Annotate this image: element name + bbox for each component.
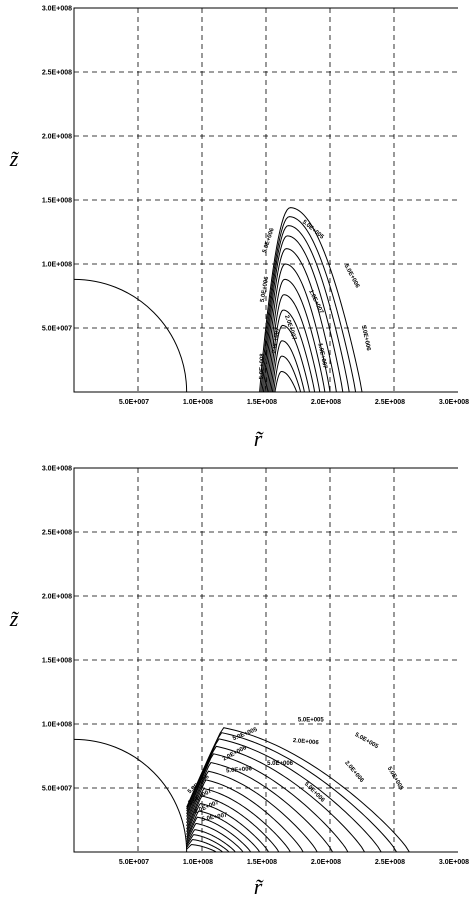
contour-line bbox=[270, 324, 311, 393]
y-tick-label: 5.0E+007 bbox=[42, 326, 72, 333]
contour-label: 5.0E+005 bbox=[386, 766, 404, 792]
contour-line bbox=[186, 732, 397, 853]
contour-line bbox=[186, 802, 269, 853]
contour-line bbox=[186, 834, 230, 853]
contour-line bbox=[262, 235, 344, 393]
x-tick-label: 1.0E+008 bbox=[183, 859, 213, 866]
central-body-boundary bbox=[73, 738, 188, 853]
chart-panel-2: 5.0E+007 1.0E+008 1.5E+008 2.0E+008 2.5E+008… bbox=[9, 466, 469, 900]
contour-line bbox=[186, 761, 333, 853]
x-tick-label: 3.0E+008 bbox=[439, 399, 469, 406]
contour-label: 5.0E+006 bbox=[260, 276, 271, 303]
contour-label: 5.0E+006 bbox=[343, 264, 361, 290]
contour-label: 5.0E+007 bbox=[201, 812, 228, 823]
contour-line bbox=[186, 822, 244, 853]
contour-line bbox=[266, 278, 326, 393]
contour-label: 1.0E+007 bbox=[316, 343, 327, 370]
y-tick-label: 2.0E+008 bbox=[42, 594, 72, 601]
x-tick-label: 2.5E+008 bbox=[375, 859, 405, 866]
contour-line bbox=[265, 263, 331, 393]
contour-label: 5.0E+005 bbox=[232, 727, 259, 742]
contour-line bbox=[274, 371, 298, 393]
contour-label: 1.0E+007 bbox=[307, 289, 324, 315]
contour-line bbox=[186, 816, 252, 853]
contour-label: 5.0E+006 bbox=[267, 761, 294, 767]
y-tick-label: 1.0E+008 bbox=[42, 722, 72, 729]
x-tick-label: 1.5E+008 bbox=[247, 399, 277, 406]
y-tick-label: 2.5E+008 bbox=[42, 70, 72, 77]
contour-line bbox=[273, 355, 302, 393]
chart-panel-1: 5.0E+007 1.0E+008 1.5E+008 2.0E+008 2.5E+008… bbox=[9, 6, 469, 452]
contour-line bbox=[264, 248, 337, 393]
contour-line bbox=[269, 309, 316, 393]
contour-line bbox=[186, 795, 280, 853]
x-tick-label: 3.0E+008 bbox=[439, 859, 469, 866]
x-tick-label: 5.0E+007 bbox=[119, 859, 149, 866]
contour-line bbox=[186, 788, 291, 853]
x-tick-label: 1.5E+008 bbox=[247, 859, 277, 866]
x-axis-label: r̃ bbox=[254, 874, 264, 899]
plot-frame bbox=[73, 467, 458, 853]
x-tick-label: 2.0E+008 bbox=[311, 399, 341, 406]
contour-line bbox=[186, 770, 318, 853]
x-tick-label: 1.0E+008 bbox=[183, 399, 213, 406]
y-tick-label: 3.0E+008 bbox=[42, 466, 72, 473]
contour-line bbox=[186, 844, 217, 853]
contour-label: 2.0E+006 bbox=[293, 738, 320, 746]
y-tick-label: 3.0E+008 bbox=[42, 6, 72, 13]
x-tick-label: 2.0E+008 bbox=[311, 859, 341, 866]
contour-line bbox=[186, 839, 223, 853]
contour-line bbox=[186, 753, 349, 853]
contour-label: 5.0E+005 bbox=[354, 732, 380, 750]
contour-line bbox=[186, 810, 261, 853]
contour-label: 2.0E+006 bbox=[343, 760, 365, 784]
x-axis-label: r̃ bbox=[254, 426, 264, 451]
y-tick-label: 2.5E+008 bbox=[42, 530, 72, 537]
y-tick-label: 2.0E+008 bbox=[42, 134, 72, 141]
y-axis-label: z̃ bbox=[9, 606, 20, 631]
contour-line bbox=[186, 738, 382, 853]
contour-line bbox=[259, 207, 363, 393]
contour-line bbox=[186, 779, 304, 853]
contour-line bbox=[261, 225, 350, 393]
contour-label: 5.0E+005 bbox=[298, 717, 325, 723]
contour-line bbox=[186, 745, 365, 853]
contour-label: 5.0E+006 bbox=[226, 766, 253, 774]
contour-label: 2.0E+007 bbox=[272, 327, 282, 354]
y-tick-label: 1.5E+008 bbox=[42, 198, 72, 205]
y-tick-label: 1.0E+008 bbox=[42, 262, 72, 269]
contour-label: 5.0E+008 bbox=[259, 353, 266, 380]
contour-label: 5.0E+006 bbox=[360, 325, 371, 352]
y-tick-label: 1.5E+008 bbox=[42, 658, 72, 665]
y-axis-label: z̃ bbox=[9, 146, 20, 171]
contour-line bbox=[268, 294, 321, 393]
contour-line bbox=[260, 216, 357, 393]
x-tick-label: 2.5E+008 bbox=[375, 399, 405, 406]
contour-line bbox=[186, 727, 410, 853]
central-body-boundary bbox=[73, 278, 188, 393]
contour-label: 5.0E+006 bbox=[262, 227, 276, 254]
y-tick-label: 5.0E+007 bbox=[42, 786, 72, 793]
contour-line bbox=[186, 829, 236, 853]
contour-line bbox=[271, 340, 305, 393]
x-tick-label: 5.0E+007 bbox=[119, 399, 149, 406]
